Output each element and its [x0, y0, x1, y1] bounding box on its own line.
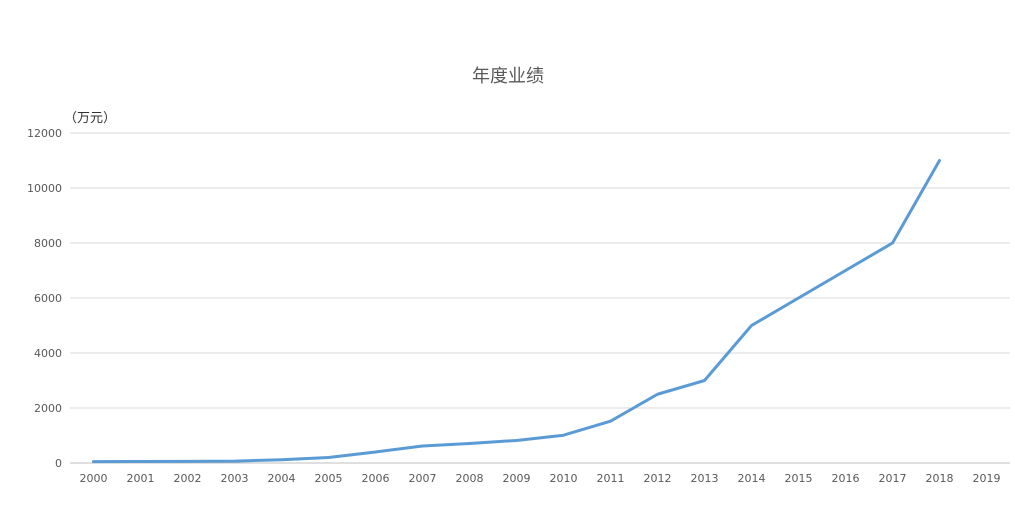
gridlines: [70, 132, 1010, 409]
y-tick-label: 12000: [27, 127, 62, 140]
x-axis-ticks: 2000 2001 2002 2003 2004 2005 2006 2007 2008 2009…: [80, 472, 1001, 485]
series-layer: [92, 159, 941, 464]
y-tick-label: 10000: [27, 182, 62, 195]
x-tick-label: 2018: [926, 472, 954, 485]
x-tick-label: 2001: [127, 472, 155, 485]
x-tick-label: 2012: [644, 472, 672, 485]
x-tick-label: 2009: [503, 472, 531, 485]
x-tick-label: 2005: [315, 472, 343, 485]
x-tick-label: 2007: [409, 472, 437, 485]
x-tick-label: 2003: [221, 472, 249, 485]
y-tick-label: 0: [55, 457, 62, 470]
series-line: [92, 159, 941, 464]
x-tick-label: 2006: [362, 472, 390, 485]
y-unit-label: （万元）: [64, 111, 116, 126]
y-tick-label: 4000: [34, 347, 62, 360]
x-tick-label: 2011: [597, 472, 625, 485]
x-tick-label: 2019: [973, 472, 1001, 485]
x-tick-label: 2013: [691, 472, 719, 485]
x-tick-label: 2010: [550, 472, 578, 485]
x-tick-label: 2014: [738, 472, 766, 485]
x-tick-label: 2000: [80, 472, 108, 485]
x-tick-label: 2008: [456, 472, 484, 485]
x-tick-label: 2002: [174, 472, 202, 485]
y-tick-label: 2000: [34, 402, 62, 415]
x-tick-label: 2017: [879, 472, 907, 485]
x-tick-label: 2004: [268, 472, 296, 485]
x-tick-label: 2016: [832, 472, 860, 485]
y-axis-ticks: 0 2000 4000 6000 8000 10000 12000: [27, 127, 62, 470]
x-tick-label: 2015: [785, 472, 813, 485]
chart-title: 年度业绩: [472, 66, 544, 87]
y-tick-label: 6000: [34, 292, 62, 305]
y-tick-label: 8000: [34, 237, 62, 250]
